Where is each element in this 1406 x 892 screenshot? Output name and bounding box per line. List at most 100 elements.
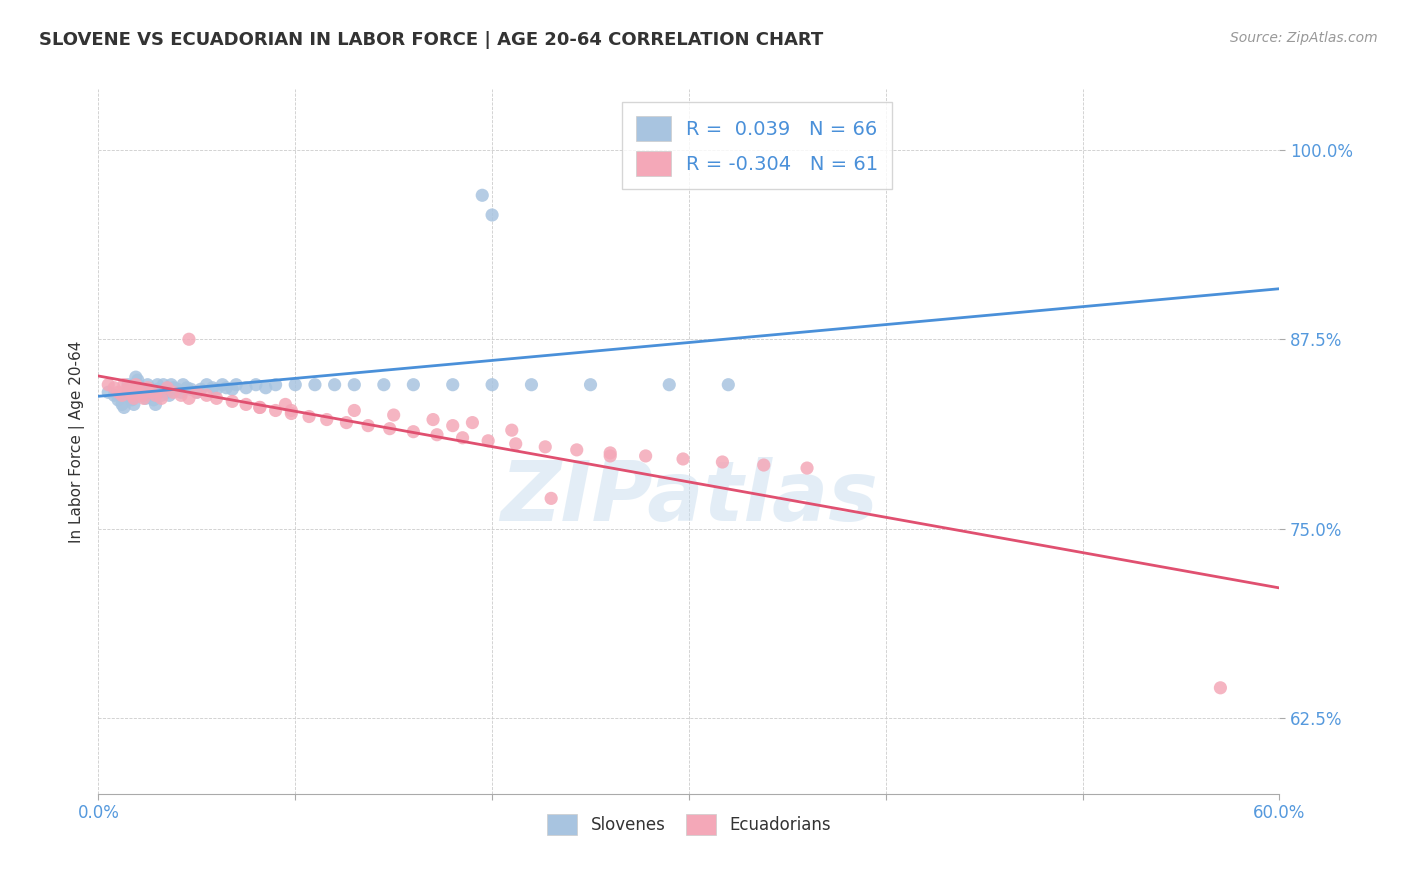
Point bbox=[315, 412, 337, 426]
Point bbox=[201, 381, 224, 395]
Point bbox=[520, 377, 543, 392]
Point bbox=[150, 392, 173, 406]
Point bbox=[335, 416, 357, 430]
Point bbox=[477, 434, 499, 448]
Point bbox=[125, 377, 148, 392]
Point bbox=[672, 452, 695, 467]
Point bbox=[382, 408, 405, 422]
Point bbox=[235, 381, 257, 395]
Point bbox=[136, 382, 159, 396]
Point bbox=[118, 388, 141, 402]
Point bbox=[141, 388, 163, 402]
Point bbox=[128, 385, 150, 400]
Point bbox=[717, 377, 740, 392]
Text: Source: ZipAtlas.com: Source: ZipAtlas.com bbox=[1230, 31, 1378, 45]
Point bbox=[162, 385, 184, 400]
Point bbox=[122, 392, 145, 406]
Point bbox=[162, 381, 184, 395]
Point bbox=[186, 385, 208, 400]
Point bbox=[172, 377, 194, 392]
Point bbox=[195, 388, 218, 402]
Point bbox=[121, 388, 143, 402]
Point bbox=[540, 491, 562, 506]
Point bbox=[142, 392, 165, 407]
Point bbox=[461, 416, 484, 430]
Point bbox=[131, 385, 153, 400]
Point bbox=[157, 388, 180, 402]
Point bbox=[422, 412, 444, 426]
Point bbox=[150, 388, 173, 402]
Point bbox=[112, 401, 135, 415]
Point bbox=[221, 394, 243, 409]
Point bbox=[323, 377, 346, 392]
Point bbox=[170, 388, 193, 402]
Point bbox=[249, 401, 271, 415]
Point bbox=[357, 418, 380, 433]
Point bbox=[599, 449, 621, 463]
Point bbox=[138, 385, 160, 400]
Point bbox=[146, 382, 169, 396]
Point bbox=[135, 392, 157, 406]
Point bbox=[111, 388, 134, 402]
Point bbox=[235, 397, 257, 411]
Point bbox=[170, 385, 193, 400]
Point bbox=[132, 392, 155, 406]
Point bbox=[284, 377, 307, 392]
Point bbox=[711, 455, 734, 469]
Point bbox=[534, 440, 557, 454]
Point bbox=[141, 385, 163, 400]
Point bbox=[127, 373, 149, 387]
Point bbox=[131, 388, 153, 402]
Point bbox=[177, 332, 200, 346]
Point bbox=[280, 403, 302, 417]
Point bbox=[166, 382, 188, 396]
Point bbox=[146, 377, 169, 392]
Point bbox=[180, 382, 202, 396]
Point bbox=[177, 392, 200, 406]
Point bbox=[501, 423, 523, 437]
Legend: Slovenes, Ecuadorians: Slovenes, Ecuadorians bbox=[541, 807, 837, 842]
Point bbox=[136, 377, 159, 392]
Point bbox=[155, 382, 177, 396]
Point bbox=[426, 427, 449, 442]
Point bbox=[1209, 681, 1232, 695]
Point bbox=[156, 381, 179, 395]
Text: ZIPatlas: ZIPatlas bbox=[501, 458, 877, 539]
Point bbox=[103, 388, 125, 402]
Point bbox=[343, 403, 366, 417]
Point bbox=[117, 385, 139, 400]
Point bbox=[145, 388, 167, 402]
Point bbox=[565, 442, 588, 457]
Point bbox=[131, 382, 153, 396]
Point bbox=[186, 385, 208, 400]
Point bbox=[205, 382, 228, 396]
Point bbox=[176, 381, 198, 395]
Point bbox=[225, 377, 247, 392]
Point bbox=[264, 377, 287, 392]
Point bbox=[112, 377, 135, 392]
Point bbox=[221, 382, 243, 396]
Point bbox=[471, 188, 494, 202]
Point bbox=[121, 392, 143, 407]
Point bbox=[190, 382, 212, 396]
Point bbox=[97, 385, 120, 400]
Point bbox=[481, 208, 503, 222]
Point bbox=[634, 449, 657, 463]
Point bbox=[254, 381, 277, 395]
Point bbox=[505, 437, 527, 451]
Point bbox=[215, 381, 238, 395]
Point bbox=[796, 461, 818, 475]
Point bbox=[441, 418, 464, 433]
Point bbox=[378, 422, 401, 436]
Point bbox=[304, 377, 326, 392]
Point bbox=[122, 397, 145, 411]
Point bbox=[145, 397, 167, 411]
Point bbox=[211, 377, 233, 392]
Point bbox=[118, 385, 141, 400]
Point bbox=[127, 377, 149, 392]
Point bbox=[111, 397, 134, 411]
Point bbox=[579, 377, 602, 392]
Point bbox=[343, 377, 366, 392]
Point bbox=[373, 377, 395, 392]
Point bbox=[97, 377, 120, 392]
